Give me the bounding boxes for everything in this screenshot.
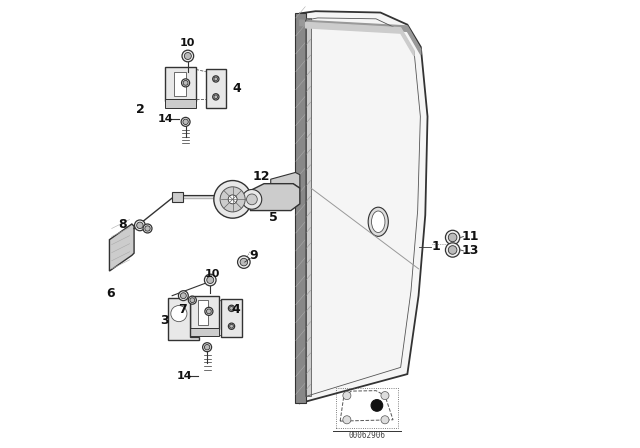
- Bar: [205, 69, 226, 108]
- Circle shape: [184, 52, 191, 60]
- Text: 3: 3: [160, 314, 168, 327]
- Polygon shape: [168, 298, 199, 340]
- Polygon shape: [300, 11, 428, 403]
- Circle shape: [343, 416, 351, 424]
- Circle shape: [343, 392, 351, 400]
- Circle shape: [212, 94, 219, 100]
- Circle shape: [228, 305, 235, 311]
- Circle shape: [145, 226, 150, 231]
- Circle shape: [214, 181, 252, 218]
- Circle shape: [171, 306, 187, 322]
- Circle shape: [188, 296, 196, 304]
- Circle shape: [214, 95, 218, 99]
- Text: 1: 1: [431, 240, 440, 253]
- Circle shape: [205, 307, 213, 315]
- Text: 4: 4: [232, 302, 241, 316]
- Text: 7: 7: [178, 302, 186, 316]
- Circle shape: [180, 293, 186, 299]
- Bar: [165, 99, 196, 108]
- Bar: [190, 328, 219, 336]
- Bar: [221, 299, 242, 337]
- Polygon shape: [248, 184, 300, 211]
- Circle shape: [445, 243, 460, 257]
- Text: 10: 10: [205, 269, 220, 279]
- Polygon shape: [271, 172, 300, 190]
- Text: 6: 6: [106, 287, 115, 300]
- FancyBboxPatch shape: [190, 296, 219, 329]
- Circle shape: [137, 222, 143, 228]
- Text: 4: 4: [233, 82, 241, 95]
- Circle shape: [220, 187, 245, 212]
- Polygon shape: [300, 20, 421, 55]
- Circle shape: [230, 324, 234, 328]
- Polygon shape: [109, 224, 134, 271]
- Circle shape: [214, 77, 218, 81]
- Circle shape: [183, 81, 188, 85]
- Text: 10: 10: [180, 38, 196, 47]
- Circle shape: [230, 306, 234, 310]
- Text: 2: 2: [136, 103, 144, 116]
- Bar: [198, 300, 208, 325]
- Circle shape: [240, 258, 248, 266]
- Text: 13: 13: [461, 244, 479, 258]
- Circle shape: [207, 276, 214, 284]
- Text: 00062906: 00062906: [349, 431, 385, 440]
- Text: 9: 9: [250, 249, 258, 262]
- Circle shape: [371, 400, 383, 411]
- Polygon shape: [306, 22, 414, 56]
- Text: 14: 14: [177, 371, 193, 381]
- Bar: [306, 18, 311, 396]
- Bar: [174, 72, 186, 96]
- Text: 11: 11: [461, 230, 479, 243]
- Circle shape: [212, 76, 219, 82]
- Circle shape: [381, 416, 389, 424]
- Circle shape: [207, 309, 211, 314]
- Text: 5: 5: [269, 211, 277, 224]
- FancyBboxPatch shape: [165, 67, 196, 101]
- Text: 14: 14: [157, 114, 173, 124]
- Circle shape: [448, 246, 457, 254]
- Polygon shape: [296, 13, 306, 403]
- Circle shape: [183, 119, 188, 125]
- Circle shape: [228, 323, 235, 329]
- Circle shape: [246, 194, 257, 205]
- Circle shape: [204, 274, 216, 286]
- Circle shape: [204, 345, 210, 350]
- Bar: [335, 388, 398, 428]
- Circle shape: [228, 195, 237, 204]
- Text: 8: 8: [118, 217, 127, 231]
- Circle shape: [203, 343, 212, 352]
- Circle shape: [190, 298, 195, 302]
- Circle shape: [134, 220, 145, 231]
- Circle shape: [242, 190, 262, 209]
- Circle shape: [381, 392, 389, 400]
- Circle shape: [182, 79, 189, 87]
- Text: 12: 12: [253, 170, 271, 184]
- Polygon shape: [340, 391, 393, 421]
- Circle shape: [445, 230, 460, 245]
- Circle shape: [237, 256, 250, 268]
- Circle shape: [448, 233, 457, 242]
- Bar: [172, 192, 183, 202]
- Circle shape: [182, 50, 194, 62]
- Circle shape: [179, 291, 188, 301]
- Ellipse shape: [371, 211, 385, 233]
- Ellipse shape: [368, 207, 388, 237]
- Circle shape: [143, 224, 152, 233]
- Circle shape: [181, 117, 190, 126]
